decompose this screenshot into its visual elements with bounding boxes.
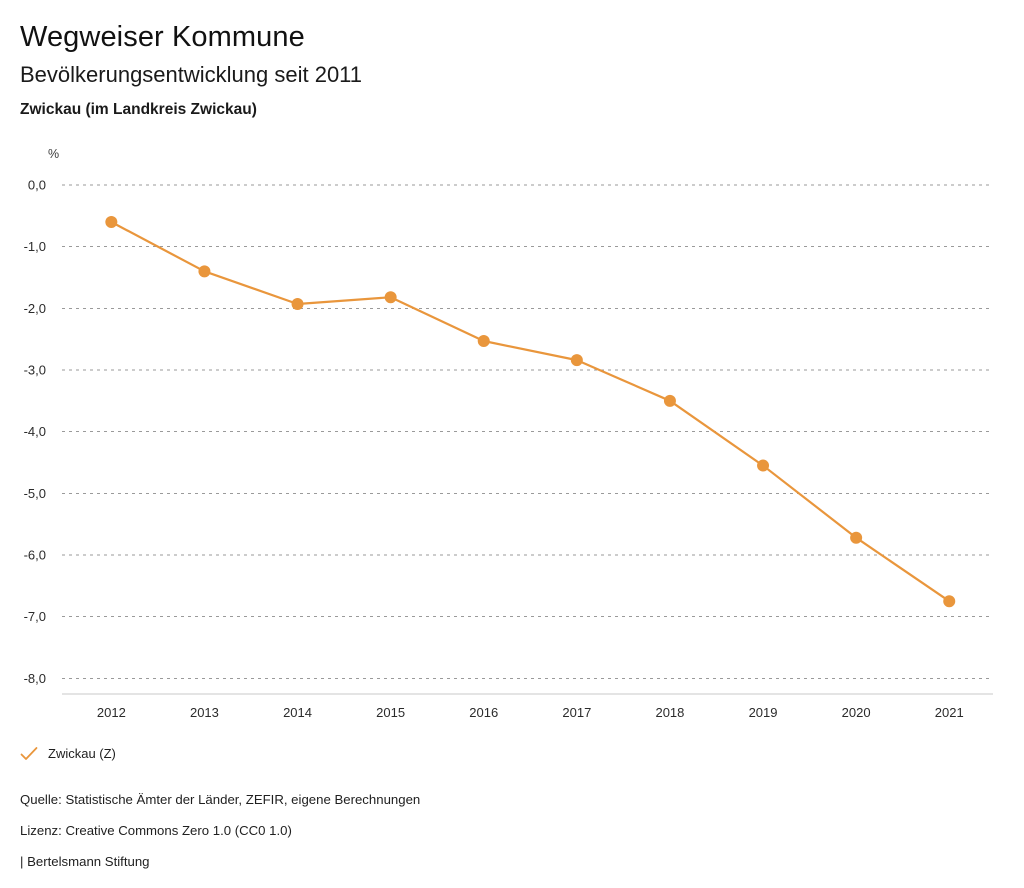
data-point[interactable] [384, 291, 397, 304]
y-axis-tick-label: -6,0 [24, 547, 46, 562]
x-axis-tick-label: 2018 [655, 705, 684, 720]
y-axis-unit-label: % [48, 147, 60, 161]
data-point[interactable] [105, 216, 118, 228]
series-line-zwickau [110, 220, 951, 603]
y-axis-tick-label: -2,0 [24, 301, 46, 316]
data-point[interactable] [570, 354, 583, 367]
license-line: Lizenz: Creative Commons Zero 1.0 (CC0 1… [20, 823, 292, 838]
data-point[interactable] [943, 595, 956, 608]
check-icon [20, 747, 38, 760]
y-axis-tick-label: -4,0 [24, 424, 46, 439]
y-axis-tick-label: -3,0 [24, 362, 46, 377]
data-point[interactable] [850, 531, 863, 544]
x-axis-tick-label: 2014 [283, 705, 312, 720]
data-point[interactable] [291, 298, 304, 311]
series-points-zwickau [105, 216, 956, 608]
data-point[interactable] [477, 335, 490, 348]
x-axis-tick-label: 2021 [935, 705, 964, 720]
line-chart: 0,0 -1,0 -2,0 -3,0 -4,0 -5,0 -6,0 -7,0 -8,0 2012… [24, 178, 993, 720]
data-point[interactable] [757, 459, 770, 472]
page-title: Wegweiser Kommune [20, 21, 305, 53]
page-subtitle: Bevölkerungsentwicklung seit 2011 [20, 62, 363, 87]
y-axis-ticks: 0,0 -1,0 -2,0 -3,0 -4,0 -5,0 -6,0 -7,0 -8,0 [24, 178, 46, 686]
region-label: Zwickau (im Landkreis Zwickau) [20, 101, 257, 118]
header: Wegweiser Kommune Bevölkerungsentwicklun… [20, 18, 1000, 121]
y-axis-tick-label: -5,0 [24, 486, 46, 501]
x-axis-tick-label: 2013 [190, 705, 219, 720]
chart-area: % 0,0 -1,0 -2,0 -3,0 -4,0 -5,0 -6,0 -7,0 -8,0 20… [24, 147, 993, 720]
data-point[interactable] [663, 394, 676, 407]
x-axis-tick-label: 2020 [842, 705, 871, 720]
x-axis-tick-label: 2012 [97, 705, 126, 720]
x-axis-ticks: 2012 2013 2014 2015 2016 2017 2018 2019 2020 2021 [97, 705, 964, 720]
chart-legend[interactable]: Zwickau (Z) [20, 744, 116, 764]
publisher-line: | Bertelsmann Stiftung [20, 854, 150, 869]
data-point[interactable] [198, 265, 211, 278]
legend-item-label: Zwickau (Z) [48, 746, 116, 761]
y-axis-tick-label: -7,0 [24, 609, 46, 624]
y-axis-tick-label: -1,0 [24, 239, 46, 254]
y-axis-tick-label: -8,0 [24, 671, 46, 686]
series-path [110, 220, 951, 603]
x-axis-tick-label: 2017 [562, 705, 591, 720]
x-axis-tick-label: 2016 [469, 705, 498, 720]
x-axis-tick-label: 2015 [376, 705, 405, 720]
x-axis-tick-label: 2019 [749, 705, 778, 720]
footer: Quelle: Statistische Ämter der Länder, Z… [20, 784, 980, 877]
y-axis-tick-label: 0,0 [28, 178, 46, 193]
gridlines [62, 184, 993, 679]
source-line: Quelle: Statistische Ämter der Länder, Z… [20, 792, 421, 807]
